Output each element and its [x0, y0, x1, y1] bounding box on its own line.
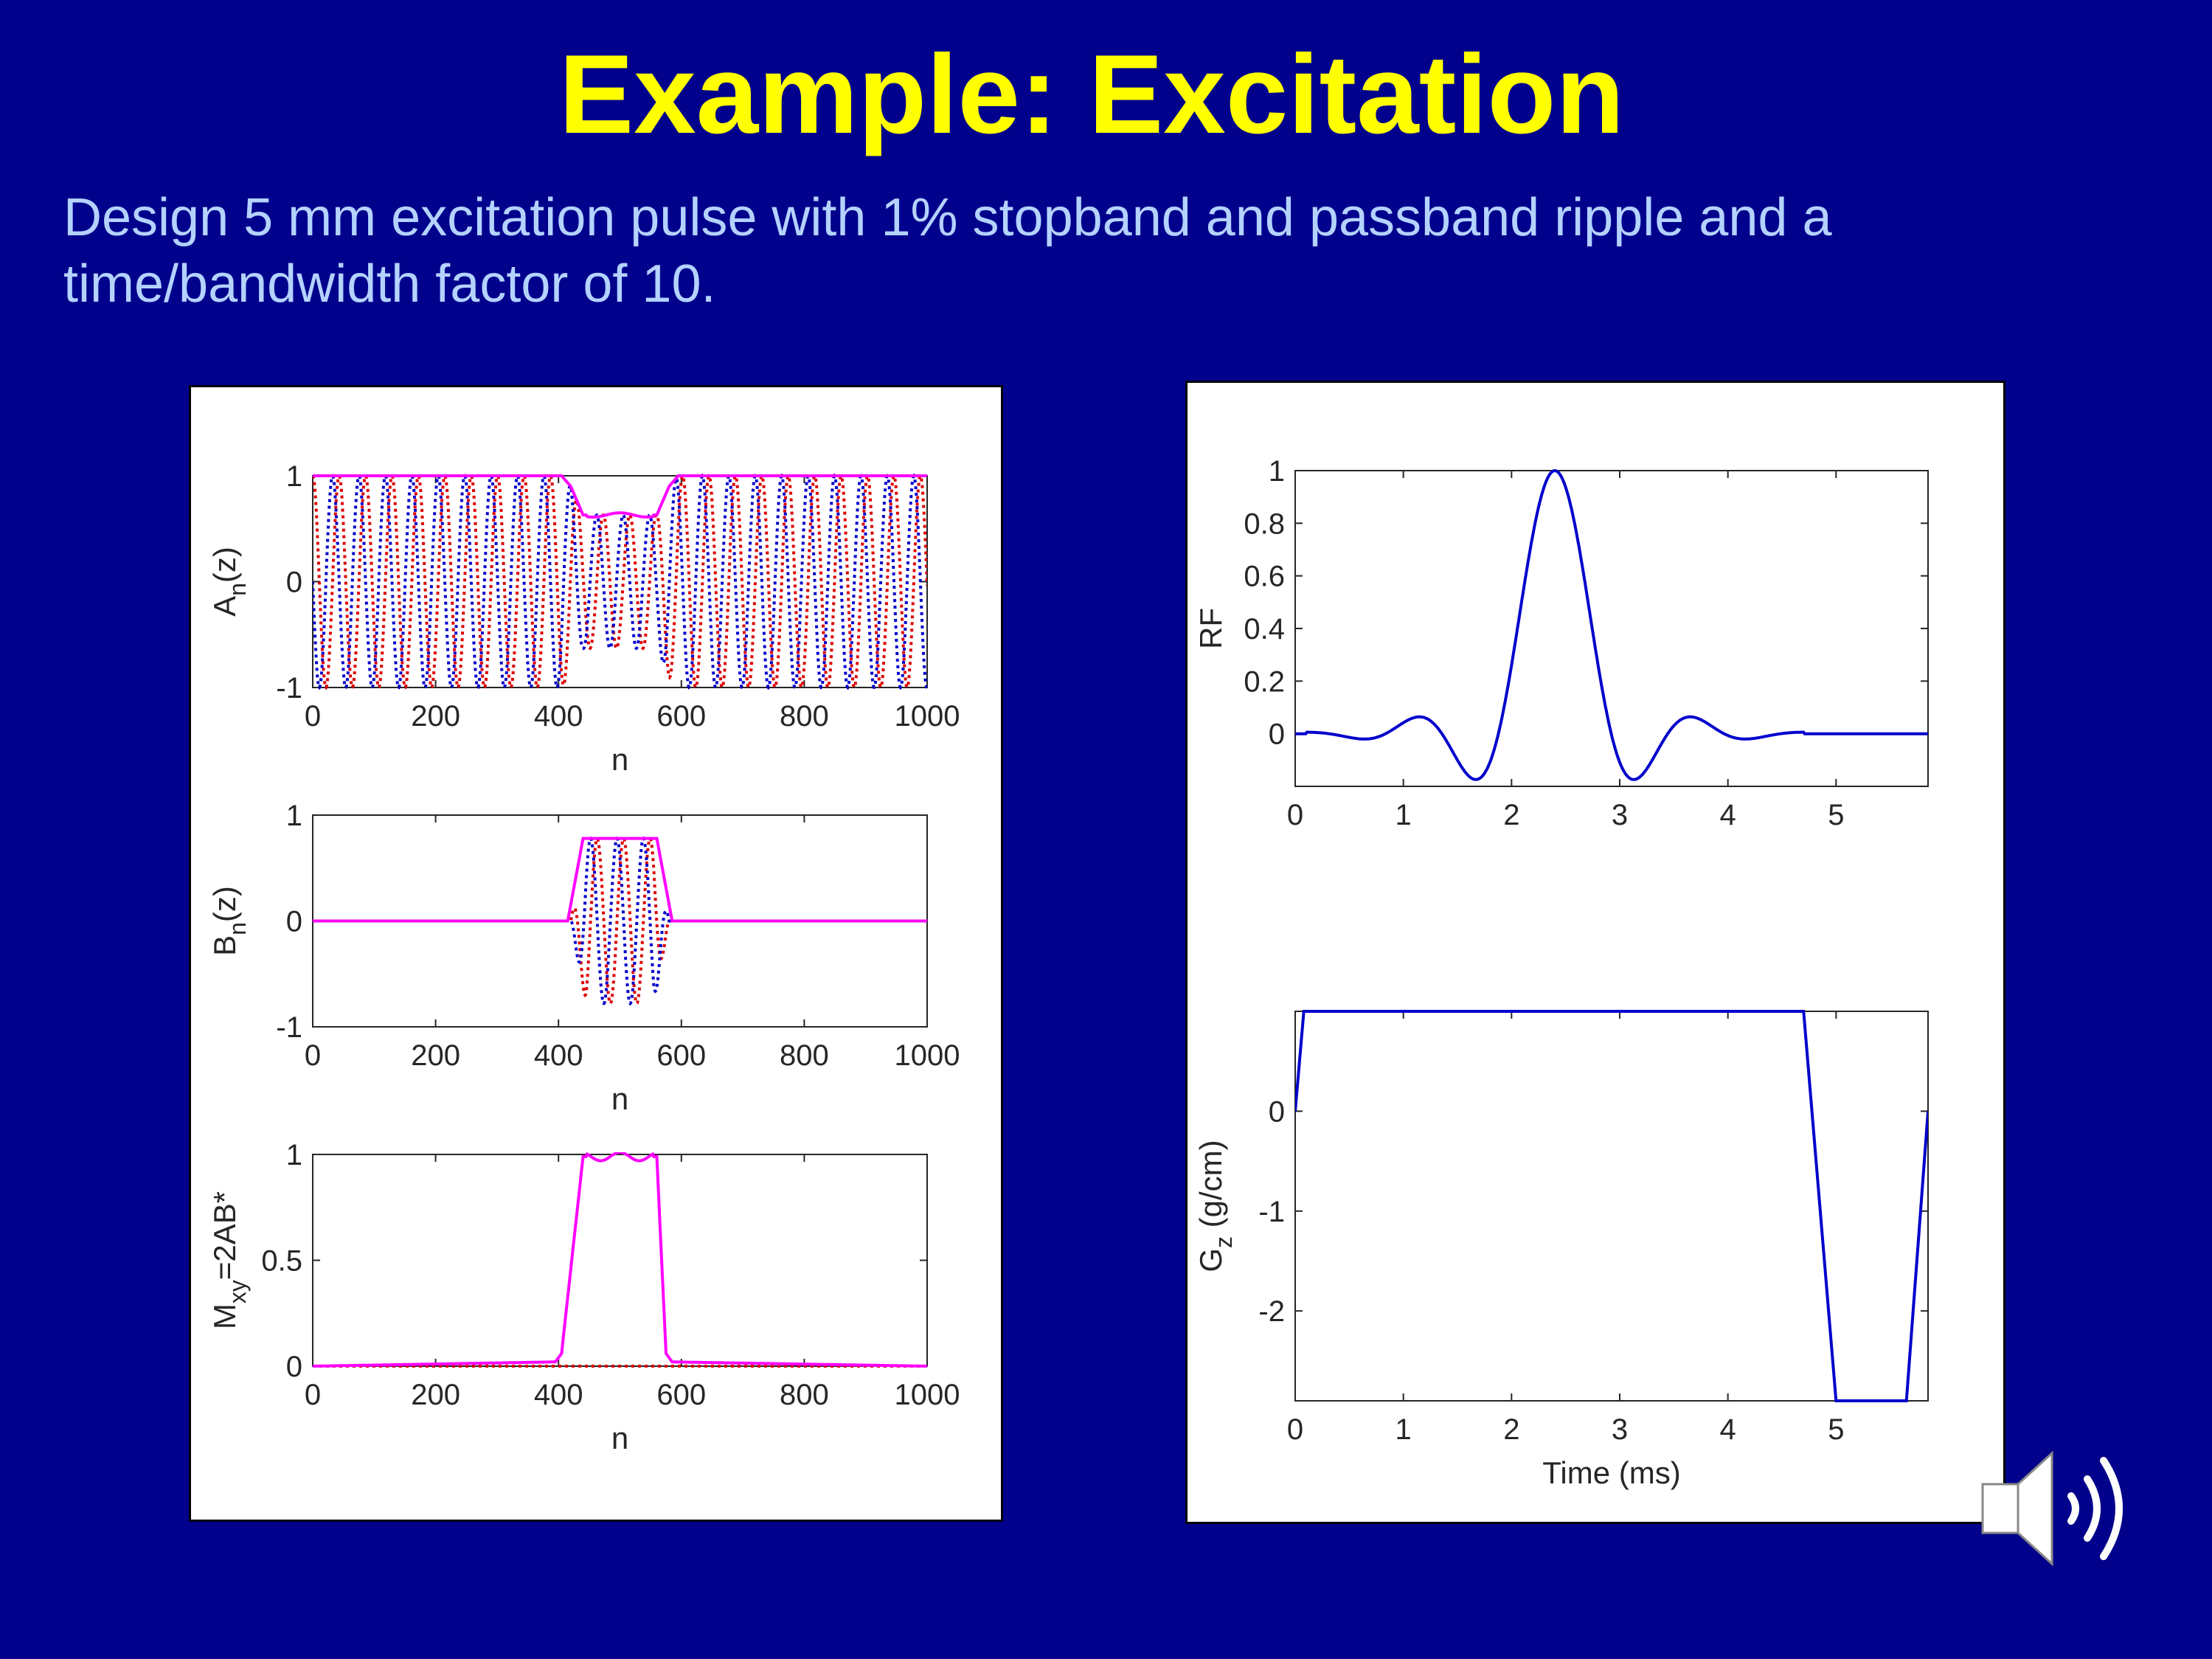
x-tick-label-bn-3: 600: [656, 1039, 706, 1072]
y-tick-label-an-2: 1: [286, 460, 302, 493]
y-tick-label-rf-0: 0: [1269, 718, 1285, 751]
series-mxy-magnitude: [313, 1152, 927, 1368]
x-tick-label-gz-4: 4: [1720, 1413, 1736, 1446]
x-tick-label-mxy-0: 0: [305, 1379, 321, 1411]
x-tick-label-gz-0: 0: [1287, 1413, 1303, 1446]
x-tick-label-rf-0: 0: [1287, 799, 1303, 831]
y-tick-label-gz-2: -2: [1258, 1295, 1285, 1328]
y-tick-label-mxy-1: 0.5: [261, 1245, 302, 1278]
y-tick-label-rf-1: 0.2: [1244, 665, 1285, 698]
chart-gz: 0 -1 -2 0 1 2 3 4 5 Time (ms) Gz (g/cm): [1193, 1010, 1929, 1490]
x-tick-label-an-1: 200: [411, 700, 460, 732]
x-tick-label-an-4: 800: [780, 700, 829, 732]
x-tick-label-mxy-5: 1000: [895, 1379, 960, 1411]
y-axis-label-rf: RF: [1193, 608, 1228, 649]
x-tick-label-gz-1: 1: [1395, 1413, 1412, 1446]
x-tick-label-mxy-4: 800: [780, 1379, 829, 1411]
plot-area-mxy: [312, 1154, 928, 1367]
right-figure-panel: 0 0.2 0.4 0.6 0.8 1 0 1 2 3 4 5 RF 0 -1 -2 0 1 2 3 4 5 Time (m…: [1185, 381, 2005, 1524]
right-figure-svg: 0 0.2 0.4 0.6 0.8 1 0 1 2 3 4 5 RF 0 -1 -2 0 1 2 3 4 5 Time (m…: [1193, 455, 1929, 1490]
series-an-imag: [313, 474, 927, 690]
y-axis-label-an: An(z): [207, 547, 251, 617]
x-tick-label-rf-1: 1: [1395, 799, 1412, 831]
x-tick-label-bn-2: 400: [534, 1039, 583, 1072]
x-tick-label-an-3: 600: [656, 700, 706, 732]
x-tick-label-bn-5: 1000: [895, 1039, 960, 1072]
series-gz-gradient: [1295, 1010, 1928, 1402]
series-bn-magnitude: [313, 837, 927, 923]
x-axis-label-gz: Time (ms): [1542, 1455, 1680, 1490]
y-tick-label-bn-1: 0: [286, 906, 302, 938]
y-tick-label-an-0: -1: [276, 672, 302, 704]
series-an-real: [313, 474, 927, 690]
y-tick-label-mxy-2: 1: [286, 1139, 302, 1171]
y-tick-label-rf-2: 0.4: [1244, 613, 1285, 645]
y-tick-label-rf-5: 1: [1269, 455, 1285, 488]
y-tick-label-bn-0: -1: [276, 1011, 302, 1044]
x-tick-label-rf-2: 2: [1503, 799, 1519, 831]
y-axis-label-gz: Gz (g/cm): [1193, 1140, 1237, 1272]
chart-rf: 0 0.2 0.4 0.6 0.8 1 0 1 2 3 4 5 RF: [1193, 455, 1929, 831]
x-tick-label-gz-2: 2: [1503, 1413, 1519, 1446]
speaker-icon[interactable]: [1977, 1438, 2154, 1579]
x-tick-label-an-0: 0: [305, 700, 321, 732]
y-tick-label-an-1: 0: [286, 567, 302, 599]
x-tick-label-bn-0: 0: [305, 1039, 321, 1072]
x-tick-label-an-5: 1000: [895, 700, 960, 732]
slide-subtitle: Design 5 mm excitation pulse with 1% sto…: [63, 188, 1832, 314]
y-tick-label-rf-3: 0.6: [1244, 561, 1285, 593]
x-tick-label-gz-5: 5: [1828, 1413, 1844, 1446]
y-tick-label-gz-1: -1: [1258, 1196, 1285, 1228]
plot-area-gz: [1294, 1011, 1929, 1402]
x-tick-label-rf-3: 3: [1612, 799, 1628, 831]
x-axis-label-bn: n: [611, 1081, 628, 1116]
x-tick-label-mxy-1: 200: [411, 1379, 460, 1411]
y-tick-label-rf-4: 0.8: [1244, 508, 1285, 540]
series-an-magnitude: [313, 474, 927, 519]
y-tick-label-gz-0: 0: [1269, 1095, 1285, 1128]
left-figure-panel: -1 0 1 0 200 400 600 800 1000 n An(z) -1 0 1 0 200 400 60…: [189, 385, 1003, 1522]
slide-title: Example: Excitation: [558, 32, 1625, 157]
y-tick-label-mxy-0: 0: [286, 1351, 302, 1383]
y-axis-label-mxy: Mxy=2AB*: [207, 1191, 251, 1329]
y-tick-label-bn-2: 1: [286, 800, 302, 832]
plot-area-an: [312, 475, 928, 688]
x-axis-label-mxy: n: [611, 1421, 628, 1455]
x-tick-label-bn-4: 800: [780, 1039, 829, 1072]
x-tick-label-bn-1: 200: [411, 1039, 460, 1072]
x-tick-label-rf-4: 4: [1720, 799, 1736, 831]
x-tick-label-gz-3: 3: [1612, 1413, 1628, 1446]
chart-mxy: 0 0.5 1 0 200 400 600 800 1000 n Mxy=2AB*: [207, 1139, 960, 1455]
x-tick-label-an-2: 400: [534, 700, 583, 732]
x-axis-label-an: n: [611, 742, 628, 777]
x-tick-label-mxy-3: 600: [656, 1379, 706, 1411]
series-rf-RF-pulse: [1295, 468, 1928, 781]
y-axis-label-bn: Bn(z): [207, 886, 251, 956]
x-tick-label-mxy-2: 400: [534, 1379, 583, 1411]
x-tick-label-rf-5: 5: [1828, 799, 1844, 831]
